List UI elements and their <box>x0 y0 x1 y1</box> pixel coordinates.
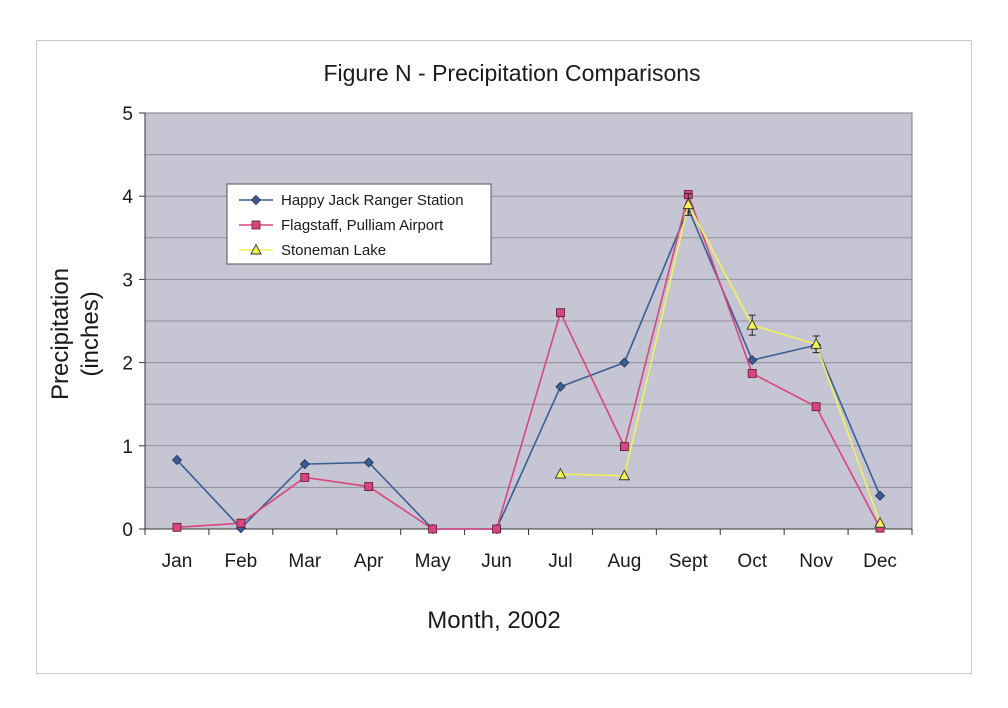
data-point-happy-jack-ranger-station <box>363 457 374 468</box>
x-tick-label: Aug <box>607 551 641 572</box>
data-point-stoneman-lake <box>682 198 695 209</box>
x-tick-label: Sept <box>669 551 709 572</box>
data-point-happy-jack-ranger-station <box>171 454 183 466</box>
legend-label: Flagstaff, Pulliam Airport <box>281 217 444 234</box>
x-tick-label: Mar <box>288 551 321 572</box>
data-point-flagstaff-pulliam-airport <box>300 473 310 482</box>
series-line-happy-jack-ranger-station <box>176 206 881 530</box>
y-axis-title-line: Precipitation <box>47 268 74 400</box>
data-point-flagstaff-pulliam-airport <box>236 518 246 528</box>
y-axis-title-line: (inches) <box>77 291 104 376</box>
legend-marker <box>250 243 262 255</box>
data-point-flagstaff-pulliam-airport <box>172 522 182 532</box>
series-line-flagstaff-pulliam-airport <box>176 191 881 530</box>
x-tick-label: Dec <box>863 551 897 572</box>
x-tick-label: Nov <box>799 551 833 572</box>
data-point-stoneman-lake <box>810 337 822 349</box>
data-point-flagstaff-pulliam-airport <box>556 308 565 318</box>
data-point-happy-jack-ranger-station <box>747 355 758 366</box>
legend-label: Stoneman Lake <box>281 242 386 259</box>
data-point-stoneman-lake <box>746 318 758 330</box>
series-line-stoneman-lake <box>560 202 881 524</box>
y-axis-title: Precipitation (inches) <box>47 268 104 400</box>
legend-label: Happy Jack Ranger Station <box>281 192 464 209</box>
data-point-stoneman-lake <box>554 467 567 479</box>
data-point-flagstaff-pulliam-airport <box>811 402 821 412</box>
y-tick-label: 5 <box>122 104 133 125</box>
data-point-happy-jack-ranger-station <box>874 490 886 501</box>
chart-title: Figure N - Precipitation Comparisons <box>323 60 700 86</box>
y-tick-label: 1 <box>122 437 133 458</box>
y-tick-label: 2 <box>122 354 133 375</box>
data-point-flagstaff-pulliam-airport <box>747 369 757 378</box>
data-point-happy-jack-ranger-station <box>619 357 630 368</box>
x-tick-label: May <box>415 551 451 572</box>
x-tick-label: Apr <box>354 551 384 572</box>
data-point-happy-jack-ranger-station <box>299 459 310 470</box>
x-tick-label: Feb <box>225 551 258 572</box>
legend-marker <box>250 194 262 206</box>
data-point-flagstaff-pulliam-airport <box>428 524 438 534</box>
data-point-happy-jack-ranger-station <box>555 381 566 392</box>
x-tick-label: Oct <box>737 551 767 572</box>
y-tick-label: 4 <box>122 187 133 208</box>
legend-marker <box>251 220 261 230</box>
x-axis-title: Month, 2002 <box>427 607 560 634</box>
data-point-stoneman-lake <box>874 516 886 528</box>
x-tick-label: Jul <box>548 551 572 572</box>
y-tick-label: 0 <box>122 520 133 541</box>
y-tick-label: 3 <box>122 270 133 291</box>
x-tick-label: Jun <box>481 551 512 572</box>
data-point-stoneman-lake <box>618 469 631 481</box>
data-point-flagstaff-pulliam-airport <box>492 524 501 534</box>
data-point-flagstaff-pulliam-airport <box>619 442 629 452</box>
x-tick-label: Jan <box>162 551 193 572</box>
data-point-flagstaff-pulliam-airport <box>364 482 374 491</box>
